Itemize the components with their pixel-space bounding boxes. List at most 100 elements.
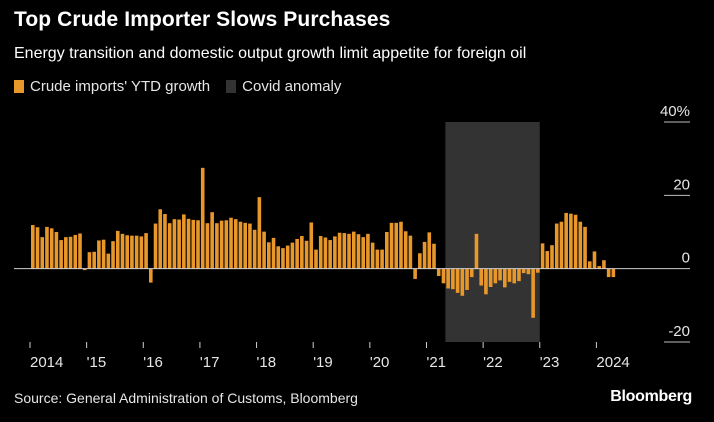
bar bbox=[45, 226, 49, 269]
bar bbox=[432, 243, 436, 269]
legend-item-covid: Covid anomaly bbox=[226, 78, 341, 95]
bar bbox=[130, 235, 134, 269]
x-tick-label: '23 bbox=[540, 354, 560, 371]
bar bbox=[512, 268, 517, 284]
covid-shaded-region bbox=[445, 122, 540, 342]
bar bbox=[153, 223, 158, 269]
bar bbox=[200, 167, 205, 269]
bar bbox=[507, 268, 512, 282]
bar bbox=[413, 268, 417, 279]
legend-swatch-imports bbox=[14, 80, 24, 93]
bar bbox=[182, 214, 186, 269]
bar bbox=[31, 225, 35, 269]
bar bbox=[167, 223, 172, 269]
bar bbox=[233, 219, 238, 269]
bar bbox=[134, 235, 139, 269]
bar bbox=[455, 268, 460, 293]
bar bbox=[144, 233, 148, 269]
bar bbox=[602, 260, 606, 269]
x-tick-label: '17 bbox=[200, 354, 220, 371]
bar bbox=[196, 220, 200, 269]
x-tick-label: '21 bbox=[426, 354, 446, 371]
bar bbox=[460, 268, 465, 296]
bar bbox=[92, 251, 96, 269]
bar bbox=[158, 209, 163, 269]
source-note: Source: General Administration of Custom… bbox=[14, 390, 358, 406]
x-tick-label: '20 bbox=[370, 354, 390, 371]
bar bbox=[389, 222, 394, 269]
bar bbox=[366, 233, 370, 269]
bar bbox=[554, 223, 559, 269]
bar bbox=[474, 233, 479, 269]
bar bbox=[111, 241, 115, 269]
bar bbox=[488, 268, 493, 287]
bar bbox=[370, 242, 375, 269]
bar bbox=[300, 236, 304, 269]
bar bbox=[361, 237, 365, 269]
bar bbox=[224, 220, 229, 269]
bar bbox=[285, 245, 290, 269]
bar bbox=[191, 219, 196, 269]
bar bbox=[606, 268, 611, 278]
bar bbox=[394, 222, 399, 269]
bar bbox=[385, 232, 389, 269]
bloomberg-logo: Bloomberg bbox=[610, 388, 692, 405]
y-tick-lines bbox=[664, 121, 690, 343]
bar bbox=[262, 231, 266, 269]
bar bbox=[318, 236, 323, 269]
bar bbox=[583, 226, 587, 269]
bar bbox=[59, 240, 63, 269]
bar bbox=[559, 221, 564, 269]
bar bbox=[399, 221, 403, 269]
bar bbox=[545, 251, 550, 269]
bar bbox=[328, 240, 332, 269]
bar bbox=[295, 238, 299, 269]
bar bbox=[87, 252, 92, 269]
x-tick-label: '16 bbox=[143, 354, 163, 371]
bar bbox=[521, 268, 526, 274]
x-ticks: 2014 '15 '16 '17 '18 '19 '20 '21 '22 '23 2024 bbox=[29, 342, 630, 371]
bar bbox=[281, 248, 285, 269]
chart-title: Top Crude Importer Slows Purchases bbox=[14, 8, 391, 31]
bar bbox=[238, 221, 243, 269]
bar bbox=[78, 233, 82, 269]
bar bbox=[68, 236, 73, 269]
y-tick-label: 40% bbox=[660, 103, 690, 120]
bar bbox=[550, 245, 554, 269]
bar bbox=[356, 234, 361, 269]
bar bbox=[498, 268, 502, 281]
bar bbox=[375, 249, 380, 269]
bar bbox=[49, 228, 54, 269]
bar bbox=[611, 268, 616, 278]
x-tick-label: '18 bbox=[257, 354, 277, 371]
bar bbox=[309, 222, 314, 269]
bar bbox=[210, 212, 214, 269]
bar bbox=[479, 268, 483, 286]
bar bbox=[569, 213, 573, 269]
legend-label-covid: Covid anomaly bbox=[242, 78, 342, 95]
bar bbox=[403, 231, 408, 269]
bar bbox=[163, 214, 167, 269]
bar bbox=[408, 235, 413, 269]
bar bbox=[290, 242, 295, 269]
bar bbox=[276, 246, 281, 269]
bar bbox=[172, 219, 177, 269]
legend-item-imports: Crude imports' YTD growth bbox=[14, 78, 210, 95]
bar bbox=[248, 223, 252, 269]
bar bbox=[252, 229, 257, 269]
bar bbox=[139, 236, 144, 269]
bar bbox=[436, 268, 441, 276]
bar bbox=[351, 231, 356, 269]
x-tick-label: '22 bbox=[483, 354, 503, 371]
x-tick-label: 2014 bbox=[30, 354, 63, 371]
bar bbox=[441, 268, 446, 284]
y-tick-label: 20 bbox=[673, 176, 690, 193]
bar bbox=[177, 219, 181, 269]
bar bbox=[493, 268, 498, 284]
bar bbox=[592, 251, 597, 269]
bar bbox=[531, 268, 535, 318]
bar bbox=[347, 233, 351, 269]
bar bbox=[40, 237, 45, 269]
chart-legend: Crude imports' YTD growth Covid anomaly bbox=[14, 78, 357, 95]
bar bbox=[469, 268, 474, 278]
